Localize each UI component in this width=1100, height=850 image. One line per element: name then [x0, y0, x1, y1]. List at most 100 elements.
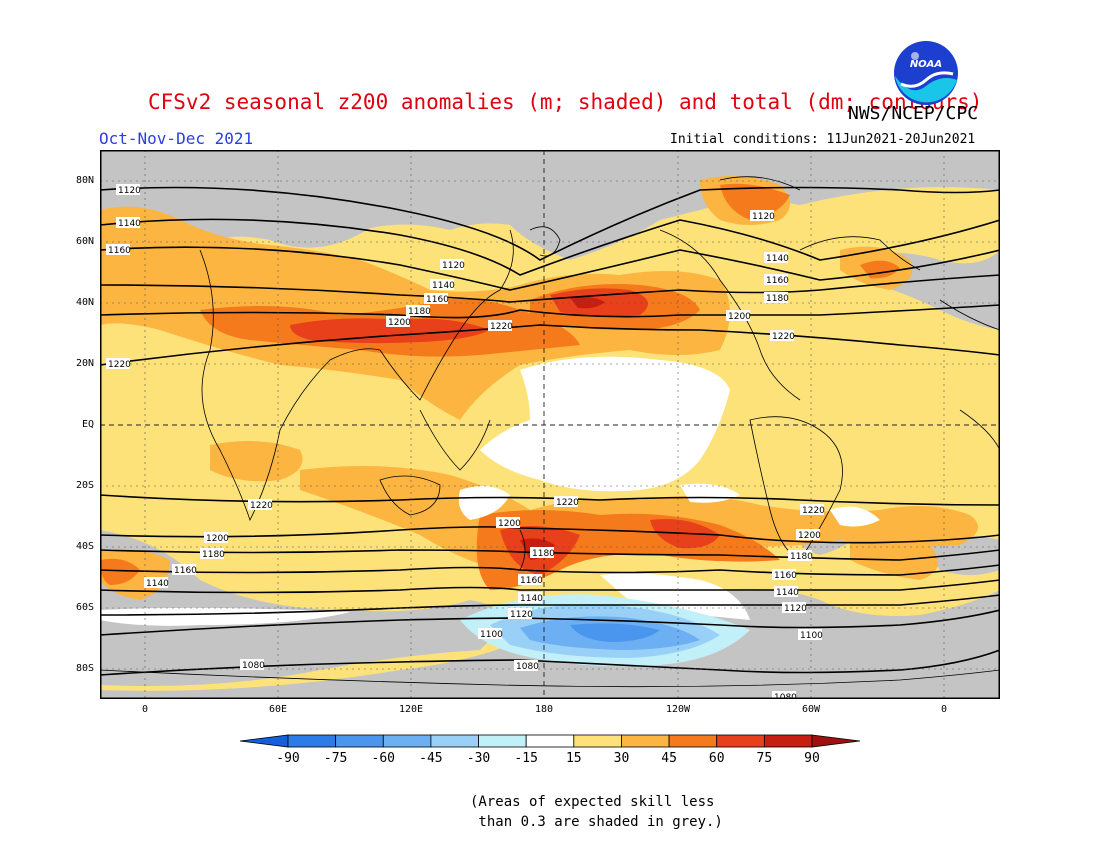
svg-text:1180: 1180 [532, 549, 555, 559]
colorbar-label: 75 [756, 751, 773, 766]
svg-text:1140: 1140 [766, 254, 789, 264]
contour-label: 1080 [240, 659, 265, 671]
equator-dateline [100, 150, 1000, 699]
lon-label-60w: 60W [801, 704, 821, 715]
contour-label: 1080 [514, 660, 539, 672]
svg-text:1120: 1120 [510, 610, 533, 620]
contour-label: 1200 [386, 316, 411, 328]
svg-text:1200: 1200 [498, 519, 521, 529]
colorbar-cell [430, 734, 479, 748]
contour-label: 1140 [518, 592, 543, 604]
svg-text:1220: 1220 [108, 360, 131, 370]
svg-text:1220: 1220 [490, 322, 513, 332]
svg-text:1180: 1180 [766, 294, 789, 304]
colorbar-cell [668, 734, 718, 748]
map-frame [100, 150, 1000, 699]
lat-label-eq: EQ [81, 419, 94, 430]
contour-label: 1220 [488, 320, 513, 332]
contour-label: 1120 [508, 608, 533, 620]
colorbar-cell [573, 734, 622, 748]
colorbar-label: -75 [323, 751, 348, 766]
contour-label: 1200 [496, 517, 521, 529]
svg-text:1180: 1180 [202, 550, 225, 560]
svg-text:1140: 1140 [146, 579, 169, 589]
contour-label: 1160 [172, 564, 197, 576]
svg-text:1220: 1220 [802, 506, 825, 516]
noaa-logo: NOAA [894, 41, 958, 105]
svg-text:1120: 1120 [752, 212, 775, 222]
colorbar-cell [716, 734, 765, 748]
contour-labels: 1120 1140 1160 1120 1140 1160 1180 1200 … [106, 184, 825, 699]
svg-text:1140: 1140 [776, 588, 799, 598]
colorbar-label: 15 [565, 751, 582, 766]
contour-label: 1080 [772, 691, 797, 699]
svg-text:1160: 1160 [520, 576, 543, 586]
svg-text:1200: 1200 [728, 312, 751, 322]
contour-label: 1160 [772, 569, 797, 581]
contour-label: 1180 [406, 305, 431, 317]
contour-label: 1180 [530, 547, 555, 559]
coastlines [100, 176, 1000, 688]
colorbar-label: 90 [804, 751, 820, 766]
svg-text:1140: 1140 [118, 219, 141, 229]
anomaly-map: 1120 1140 1160 1120 1140 1160 1180 1200 … [100, 150, 1000, 699]
lon-label-180: 180 [534, 704, 554, 715]
contour-label: 1180 [788, 550, 813, 562]
lat-label-40n: 40N [75, 297, 94, 308]
colorbar-label: 45 [661, 751, 677, 766]
contour-label: 1140 [144, 577, 169, 589]
contour-label: 1160 [764, 274, 789, 286]
colorbar-cell [621, 734, 670, 748]
lon-label-0: 0 [141, 704, 149, 715]
svg-text:1220: 1220 [250, 501, 273, 511]
colorbar-cell [382, 734, 432, 748]
svg-text:1160: 1160 [426, 295, 449, 305]
lat-label-60n: 60N [75, 236, 94, 247]
height-contours [100, 186, 1000, 676]
contour-label: 1160 [424, 293, 449, 305]
svg-text:1100: 1100 [800, 631, 823, 641]
lat-label-20s: 20S [75, 480, 94, 491]
colorbar-label: -45 [419, 751, 443, 766]
svg-text:1140: 1140 [432, 281, 455, 291]
colorbar [240, 734, 860, 748]
svg-text:1180: 1180 [408, 307, 431, 317]
anomaly-negative-areas [460, 594, 750, 667]
svg-text:1200: 1200 [388, 318, 411, 328]
svg-text:1200: 1200 [206, 534, 229, 544]
svg-text:1080: 1080 [516, 662, 539, 672]
svg-text:1160: 1160 [766, 276, 789, 286]
colorbar-cell [287, 734, 337, 748]
colorbar-label: 30 [613, 751, 630, 766]
contour-label: 1120 [750, 210, 775, 222]
svg-text:1120: 1120 [118, 186, 141, 196]
contour-label: 1140 [430, 279, 455, 291]
contour-label: 1120 [440, 259, 465, 271]
colorbar-max-arrow [811, 734, 860, 748]
colorbar-label: -15 [514, 751, 538, 766]
svg-text:1160: 1160 [174, 566, 197, 576]
noaa-logo-text: NOAA [910, 59, 942, 70]
contour-label: 1140 [116, 217, 141, 229]
contour-label: 1100 [798, 629, 823, 641]
svg-text:1220: 1220 [772, 332, 795, 342]
svg-text:1100: 1100 [480, 630, 503, 640]
lat-label-80s: 80S [75, 663, 94, 674]
contour-label: 1200 [726, 310, 751, 322]
colorbar-label: -60 [371, 751, 395, 766]
lon-label-0-east: 0 [940, 704, 948, 715]
svg-text:1160: 1160 [108, 246, 131, 256]
colorbar-cell [763, 734, 813, 748]
contour-label: 1220 [248, 499, 273, 511]
colorbar-min-arrow [240, 734, 289, 748]
svg-text:1220: 1220 [556, 498, 579, 508]
contour-label: 1140 [774, 586, 799, 598]
contour-label: 1200 [796, 529, 821, 541]
contour-label: 1180 [200, 548, 225, 560]
contour-label: 1180 [764, 292, 789, 304]
contour-label: 1220 [106, 358, 131, 370]
lat-label-60s: 60S [75, 602, 94, 613]
contour-label: 1120 [116, 184, 141, 196]
svg-text:1080: 1080 [242, 661, 265, 671]
colorbar-label: -90 [276, 751, 300, 766]
